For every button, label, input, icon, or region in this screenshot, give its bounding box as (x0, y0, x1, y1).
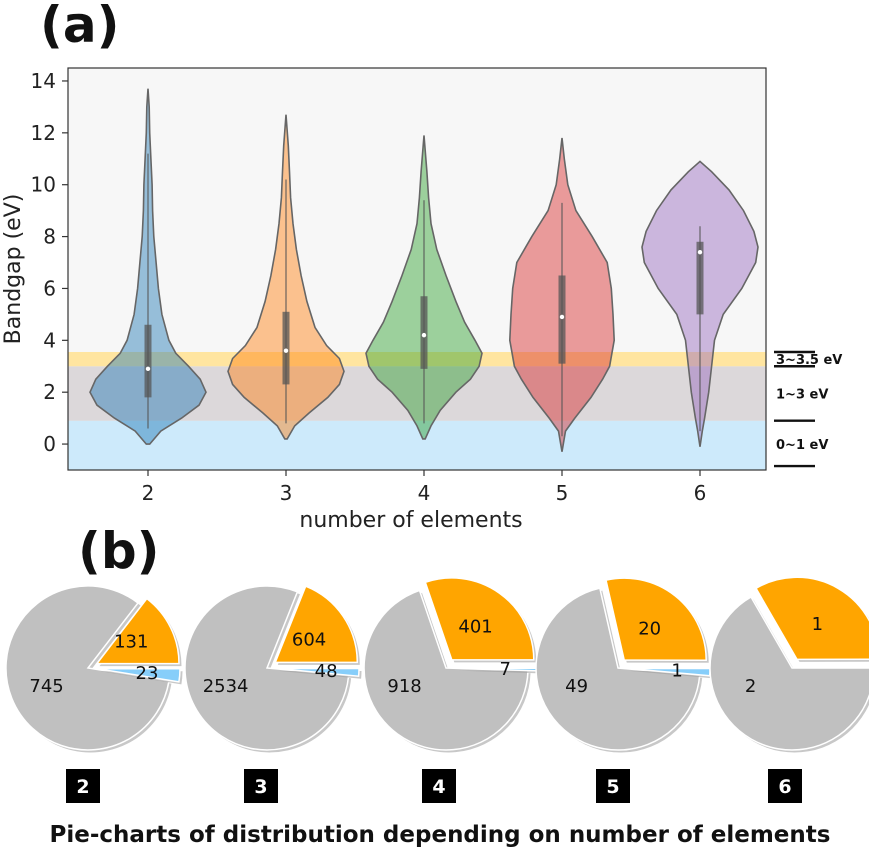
x-axis-label: number of elements (299, 508, 522, 533)
pie-slice-131 (95, 597, 180, 665)
iqr-box-5 (558, 275, 566, 364)
pie-chart-5: 49 20 1 5 (535, 577, 713, 803)
iqr-box-3 (282, 311, 290, 385)
pie-slice-shadow (458, 670, 541, 674)
pie-chart-3: 2534 604 48 3 (184, 585, 362, 803)
pie-slice-48 (276, 667, 360, 678)
y-tick-label: 12 (31, 121, 56, 145)
pie-slice-label: 2534 (203, 676, 249, 697)
median-6 (697, 249, 703, 255)
x-tick-label: 6 (694, 481, 707, 505)
badge-5 (596, 769, 630, 803)
x-tick-label: 4 (418, 481, 431, 505)
figure-caption: Pie-charts of distribution depending on … (50, 822, 831, 848)
panel-label-b: (b) (78, 522, 160, 580)
badge-label: 3 (254, 776, 267, 798)
pie-slice-918 (363, 589, 529, 751)
badge-label: 6 (778, 776, 791, 798)
band-label: 0~1 eV (776, 438, 828, 453)
pie-slice-label: 2 (745, 676, 756, 697)
x-tick-label: 3 (280, 481, 293, 505)
pie-slice-label: 131 (114, 631, 148, 652)
pie-slice-label: 23 (136, 663, 159, 684)
y-axis-label: Bandgap (eV) (1, 194, 26, 345)
median-2 (145, 366, 151, 372)
badge-4 (422, 769, 456, 803)
y-tick-label: 8 (43, 225, 56, 249)
pie-slice-label: 918 (387, 676, 421, 697)
pie-slice-49 (535, 587, 701, 751)
pie-slice-label: 1 (812, 614, 823, 635)
pie-chart-4: 918 401 7 4 (363, 577, 541, 803)
pie-slice-2534 (184, 585, 350, 751)
violin-plot: 0 2 4 6 8 10 12 14 2 3 4 5 6 number of elements Bandga… (1, 67, 842, 533)
badge-3 (244, 769, 278, 803)
badge-6 (768, 769, 802, 803)
panel-label-a: (a) (40, 0, 119, 54)
median-3 (283, 348, 289, 353)
band-0 (68, 420, 766, 470)
pie-slice-745 (5, 585, 170, 751)
iqr-box-4 (420, 296, 428, 369)
pie-slice-label: 401 (458, 617, 492, 638)
y-tick-label: 0 (43, 432, 56, 456)
band-label: 1~3 eV (776, 387, 828, 402)
y-tick-label: 14 (31, 69, 56, 93)
pie-slice-label: 49 (565, 676, 588, 697)
pie-slice-20 (605, 577, 707, 661)
pie-slice-604 (274, 585, 359, 664)
pie-chart-6: 2 1 6 (709, 576, 869, 803)
pie-slice-label: 48 (315, 661, 338, 682)
iqr-box-2 (144, 324, 152, 398)
y-tick-label: 2 (43, 380, 56, 404)
pie-chart-row: 745 131 23 2 2534 604 48 3 918 401 7 4 49 20 1 5 2 1 6 (5, 576, 869, 803)
band-1 (68, 366, 766, 421)
median-4 (421, 332, 427, 338)
median-5 (559, 314, 565, 320)
y-tick-label: 10 (31, 173, 56, 197)
pie-chart-2: 745 131 23 2 (5, 585, 183, 803)
x-tick-label: 2 (142, 481, 155, 505)
iqr-box-6 (696, 241, 704, 315)
pie-slice-label: 20 (638, 618, 661, 639)
pie-slice-23 (97, 668, 181, 683)
y-tick-label: 6 (43, 276, 56, 300)
band-2 (68, 351, 766, 367)
badge-label: 5 (606, 776, 619, 798)
pie-slice-label: 1 (671, 661, 682, 682)
badge-2 (66, 769, 100, 803)
plot-frame (67, 67, 767, 471)
pie-slice-label: 7 (499, 659, 510, 680)
pie-slice-2 (709, 595, 869, 751)
badge-label: 4 (432, 776, 445, 798)
x-tick-label: 5 (556, 481, 569, 505)
band-label: 3~3.5 eV (776, 353, 842, 368)
badge-label: 2 (76, 776, 89, 798)
pie-slice-1 (754, 576, 869, 661)
pie-slice-label: 604 (292, 630, 326, 651)
y-tick-label: 4 (43, 328, 56, 352)
pie-slice-label: 745 (29, 676, 63, 697)
pie-slice-401 (424, 577, 535, 661)
